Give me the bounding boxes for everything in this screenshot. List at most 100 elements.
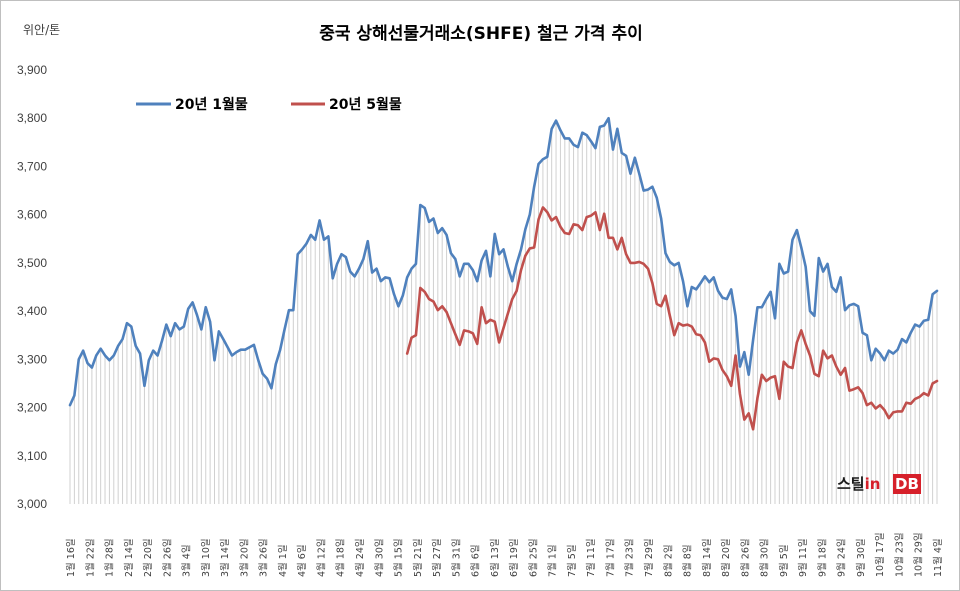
series-20may-point xyxy=(923,392,925,394)
series-20jan-point xyxy=(213,359,216,361)
series-20may-point xyxy=(844,367,846,369)
series-20jan-point xyxy=(231,354,233,357)
series-20jan-point xyxy=(69,404,71,406)
series-20may-point xyxy=(432,300,435,303)
series-20may-point xyxy=(857,386,859,388)
series-20jan-point xyxy=(726,298,728,300)
x-tick-label: 9월 18일 xyxy=(816,538,828,577)
series-20may-point xyxy=(564,232,566,234)
series-20jan-point xyxy=(835,291,837,293)
series-20jan-point xyxy=(923,320,925,322)
series-20may-point xyxy=(594,211,597,213)
series-20jan-point xyxy=(498,253,500,255)
series-20jan-point xyxy=(205,306,207,308)
series-20jan-point xyxy=(629,173,632,175)
series-20jan-point xyxy=(778,263,780,265)
series-20jan-point xyxy=(389,277,391,279)
series-20may-point xyxy=(612,237,614,239)
series-20jan-point xyxy=(932,293,934,295)
y-tick-label: 3,000 xyxy=(17,497,47,511)
series-20jan-point xyxy=(222,338,224,340)
series-20jan-point xyxy=(511,280,513,282)
series-20may-point xyxy=(752,428,754,430)
series-20jan-point xyxy=(126,322,128,324)
series-20may-point xyxy=(870,402,872,404)
series-20may-point xyxy=(704,341,706,344)
series-20may-point xyxy=(932,382,934,385)
series-20may-point xyxy=(559,226,562,228)
series-20may-point xyxy=(542,206,544,209)
x-tick-label: 2월 26일 xyxy=(161,538,173,577)
series-20jan-point xyxy=(481,259,483,262)
x-tick-label: 6월 25일 xyxy=(527,538,539,577)
series-20jan-point xyxy=(406,276,408,278)
series-20jan-point xyxy=(310,234,312,236)
series-20jan-point xyxy=(691,286,693,288)
x-tick-label: 7월 11일 xyxy=(585,538,597,577)
series-20jan-point xyxy=(161,340,163,342)
series-20may-point xyxy=(406,352,408,355)
series-20may-point xyxy=(498,341,500,344)
series-20jan-point xyxy=(704,275,706,277)
series-20may-point xyxy=(875,407,877,410)
series-20jan-point xyxy=(253,344,255,346)
series-20jan-point xyxy=(345,256,347,258)
series-20jan-point xyxy=(910,332,912,334)
series-20may-point xyxy=(537,218,540,221)
series-20may-point xyxy=(734,354,737,357)
series-20may-point xyxy=(896,410,899,413)
series-20jan-point xyxy=(283,328,286,331)
series-20may-point xyxy=(607,237,610,239)
series-20jan-point xyxy=(336,263,338,265)
series-20jan-point xyxy=(143,385,146,387)
series-20jan-point xyxy=(454,258,456,260)
series-20jan-point xyxy=(594,147,597,149)
series-20may-point xyxy=(796,341,798,344)
series-20jan-point xyxy=(244,349,246,351)
series-20may-point xyxy=(905,402,907,404)
series-20jan-point xyxy=(546,156,548,158)
series-20jan-point xyxy=(857,305,859,307)
series-20jan-point xyxy=(415,263,417,265)
series-20may-point xyxy=(840,374,842,376)
series-20jan-point xyxy=(292,309,294,311)
series-lines xyxy=(68,116,939,431)
series-20jan-point xyxy=(844,309,846,311)
x-tick-label: 6월 19일 xyxy=(508,538,520,577)
series-20may-point xyxy=(713,357,715,359)
y-tick-label: 3,800 xyxy=(17,111,47,125)
series-20may-point xyxy=(770,377,772,379)
svg-text:스틸in: 스틸in xyxy=(837,475,880,493)
series-20jan-point xyxy=(651,186,653,188)
series-20jan-point xyxy=(402,295,404,297)
series-20jan-point xyxy=(678,262,680,264)
series-20jan-point xyxy=(896,349,899,351)
series-20jan-point xyxy=(463,263,465,265)
x-tick-label: 4월 6일 xyxy=(296,544,308,577)
series-20may-point xyxy=(927,394,929,397)
series-20jan-point xyxy=(625,155,627,157)
series-20jan-point xyxy=(235,351,237,353)
series-20jan-point xyxy=(586,134,588,136)
series-20jan-point xyxy=(791,239,794,241)
x-tick-label: 5월 27일 xyxy=(431,538,443,577)
x-tick-label: 6월 13일 xyxy=(489,538,501,577)
chart-title: 중국 상해선물거래소(SHFE) 철근 가격 추이 xyxy=(319,24,643,44)
series-20may-point xyxy=(717,358,719,360)
y-tick-label: 3,600 xyxy=(17,208,47,222)
y-tick-label: 3,700 xyxy=(17,159,47,173)
series-20may-point xyxy=(629,262,632,264)
series-20jan-point xyxy=(472,269,474,271)
series-20jan-point xyxy=(152,350,154,352)
series-20may-point xyxy=(603,213,605,215)
series-20jan-point xyxy=(861,332,864,334)
series-20jan-point xyxy=(713,276,715,278)
series-20jan-point xyxy=(555,120,557,122)
series-20jan-point xyxy=(603,124,605,127)
series-20jan-point xyxy=(822,270,824,273)
x-tick-label: 8월 20일 xyxy=(720,538,732,577)
series-20jan-point xyxy=(135,345,137,347)
series-20jan-point xyxy=(783,272,785,275)
series-20jan-point xyxy=(489,275,491,277)
series-20jan-point xyxy=(774,317,776,319)
